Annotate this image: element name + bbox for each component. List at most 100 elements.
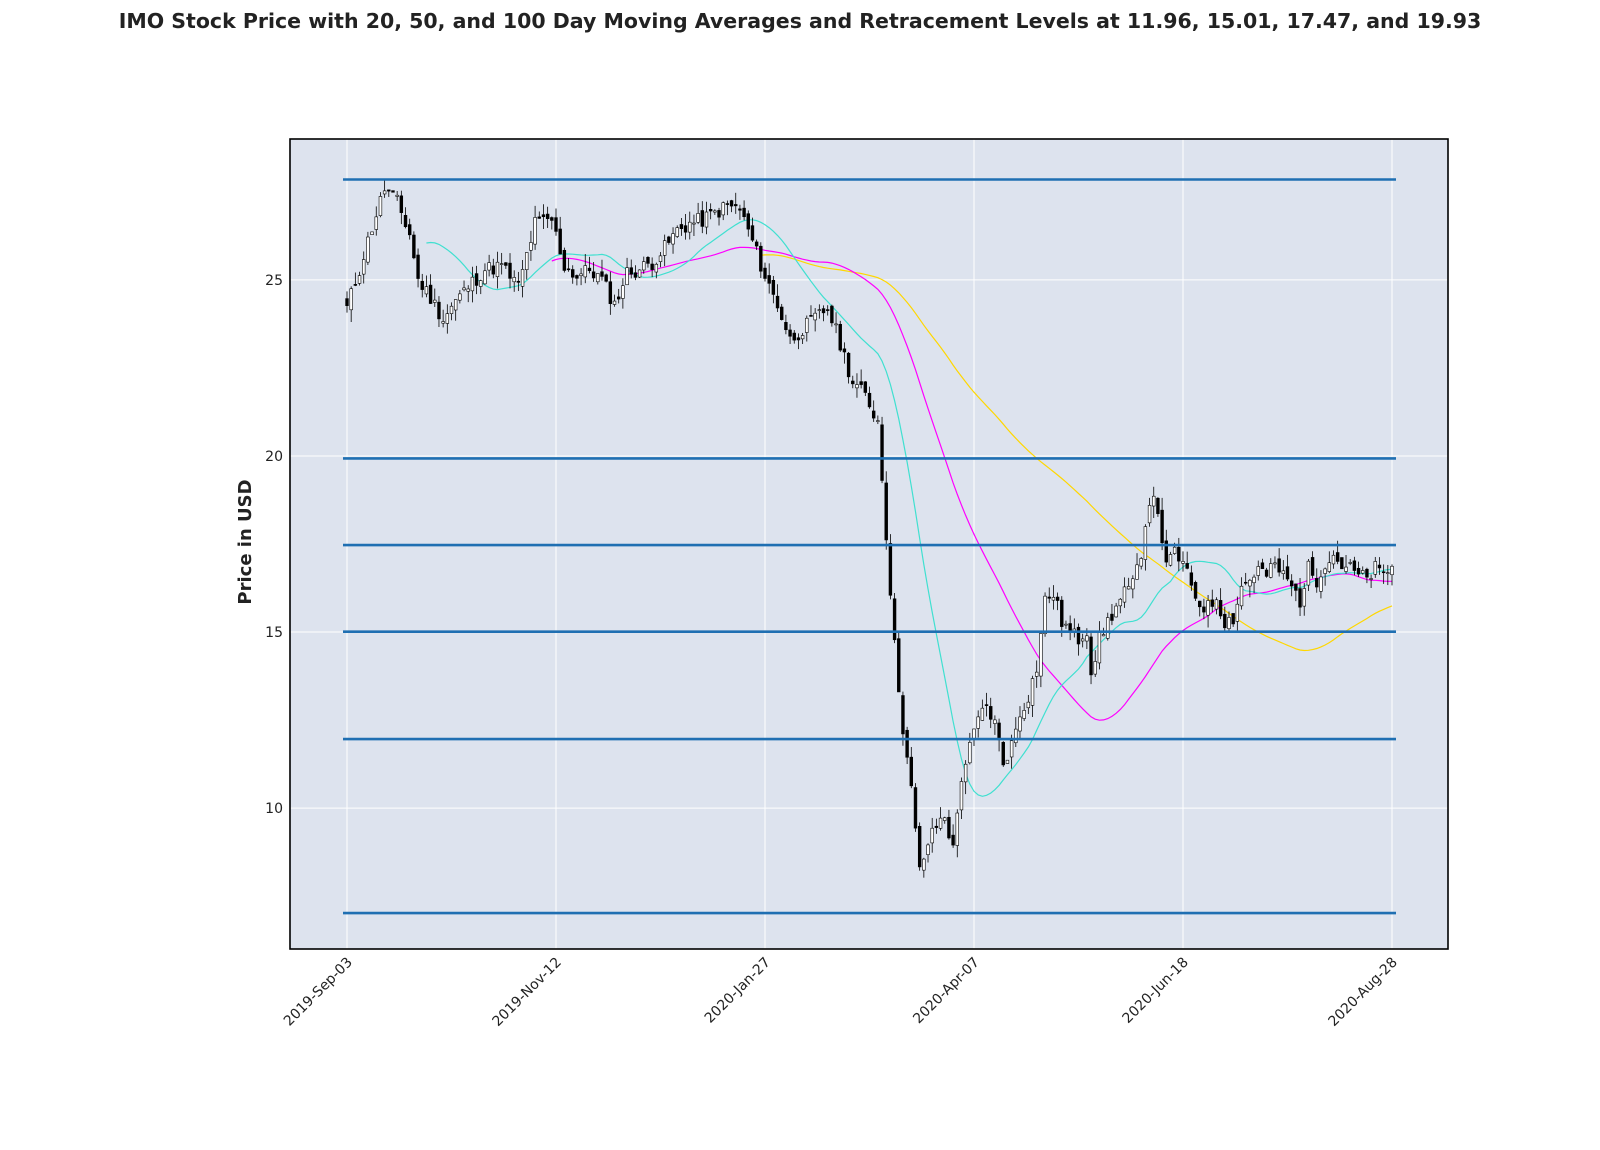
y-tick-label: 15	[265, 625, 283, 641]
candle	[867, 386, 872, 409]
candle	[1055, 592, 1060, 611]
candle	[955, 809, 959, 858]
candle	[516, 271, 521, 292]
candle	[788, 324, 792, 345]
candle	[433, 288, 437, 307]
candle	[466, 285, 470, 303]
candle	[1235, 596, 1240, 632]
candle	[646, 256, 650, 268]
candle	[1198, 600, 1202, 617]
candle	[746, 210, 750, 237]
candle	[470, 266, 475, 303]
candle	[345, 291, 349, 313]
candle	[1076, 623, 1081, 656]
candle	[1168, 551, 1173, 567]
candle	[474, 265, 479, 295]
candle	[1039, 631, 1043, 688]
moving-average-lines	[426, 219, 1393, 797]
candle	[633, 265, 638, 281]
candle	[934, 818, 939, 834]
candle	[579, 268, 583, 286]
candle	[905, 726, 909, 765]
candle	[947, 809, 951, 840]
candle	[667, 235, 671, 245]
candle	[993, 715, 997, 735]
ma-50-line	[551, 246, 1392, 721]
candle	[1260, 558, 1265, 569]
candle	[483, 263, 487, 285]
candle	[1231, 613, 1235, 627]
candle	[1298, 577, 1302, 616]
ma-100-line	[760, 254, 1393, 652]
candle	[1365, 567, 1369, 584]
candle	[374, 206, 378, 236]
candle	[1030, 675, 1035, 718]
candle	[370, 231, 374, 235]
x-tick-label: 2020-Jan-27	[702, 955, 774, 1027]
candle	[1269, 558, 1273, 579]
candle	[566, 258, 571, 272]
candle	[1381, 564, 1386, 584]
candle	[508, 253, 512, 289]
candle	[1294, 583, 1298, 602]
candle	[1018, 706, 1022, 739]
candle	[696, 202, 700, 225]
candle	[479, 279, 483, 295]
candle	[734, 192, 738, 214]
candle	[1093, 650, 1097, 678]
candle	[763, 262, 767, 282]
candle	[725, 200, 730, 216]
candle	[930, 817, 934, 853]
candle	[989, 697, 993, 729]
candle	[909, 747, 914, 789]
candle	[809, 305, 813, 317]
x-axis-ticks: 2019-Sep-03 2019-Nov-12 2020-Jan-27 2020-Ap…	[281, 955, 1401, 1030]
candle	[855, 373, 859, 398]
candle	[1001, 741, 1005, 767]
candle	[587, 256, 592, 274]
candle	[1331, 550, 1336, 569]
candle	[357, 271, 362, 286]
candle	[462, 280, 466, 292]
candle	[1310, 551, 1315, 579]
candle	[604, 273, 608, 283]
candle	[1361, 566, 1365, 575]
candle	[708, 203, 713, 220]
candle	[441, 309, 445, 328]
candle	[963, 760, 968, 795]
candlesticks	[345, 179, 1394, 878]
candle	[1193, 580, 1198, 602]
candle	[1264, 567, 1269, 578]
candle	[1110, 603, 1114, 626]
candle	[1327, 551, 1332, 574]
candle	[487, 254, 491, 277]
candle	[1022, 702, 1026, 722]
candle	[1139, 557, 1143, 570]
candle	[458, 290, 462, 304]
candle	[437, 296, 441, 328]
candle	[554, 208, 558, 236]
candle	[838, 320, 842, 352]
candle	[1064, 620, 1068, 629]
candle	[541, 204, 546, 229]
candle	[495, 251, 500, 289]
candle	[780, 303, 784, 321]
candle	[679, 217, 684, 236]
candle	[980, 699, 985, 721]
candle	[616, 288, 621, 304]
candle	[1005, 759, 1010, 764]
candle	[943, 816, 947, 824]
candle	[1369, 574, 1373, 588]
candle	[558, 216, 562, 255]
candle	[1114, 602, 1118, 618]
candle	[1244, 572, 1248, 586]
candle	[754, 239, 759, 251]
candle	[897, 632, 901, 693]
candle	[1390, 564, 1394, 586]
candle	[629, 259, 633, 279]
candle	[700, 201, 705, 234]
candle	[913, 783, 918, 832]
candle	[575, 274, 579, 286]
candle	[692, 214, 696, 237]
